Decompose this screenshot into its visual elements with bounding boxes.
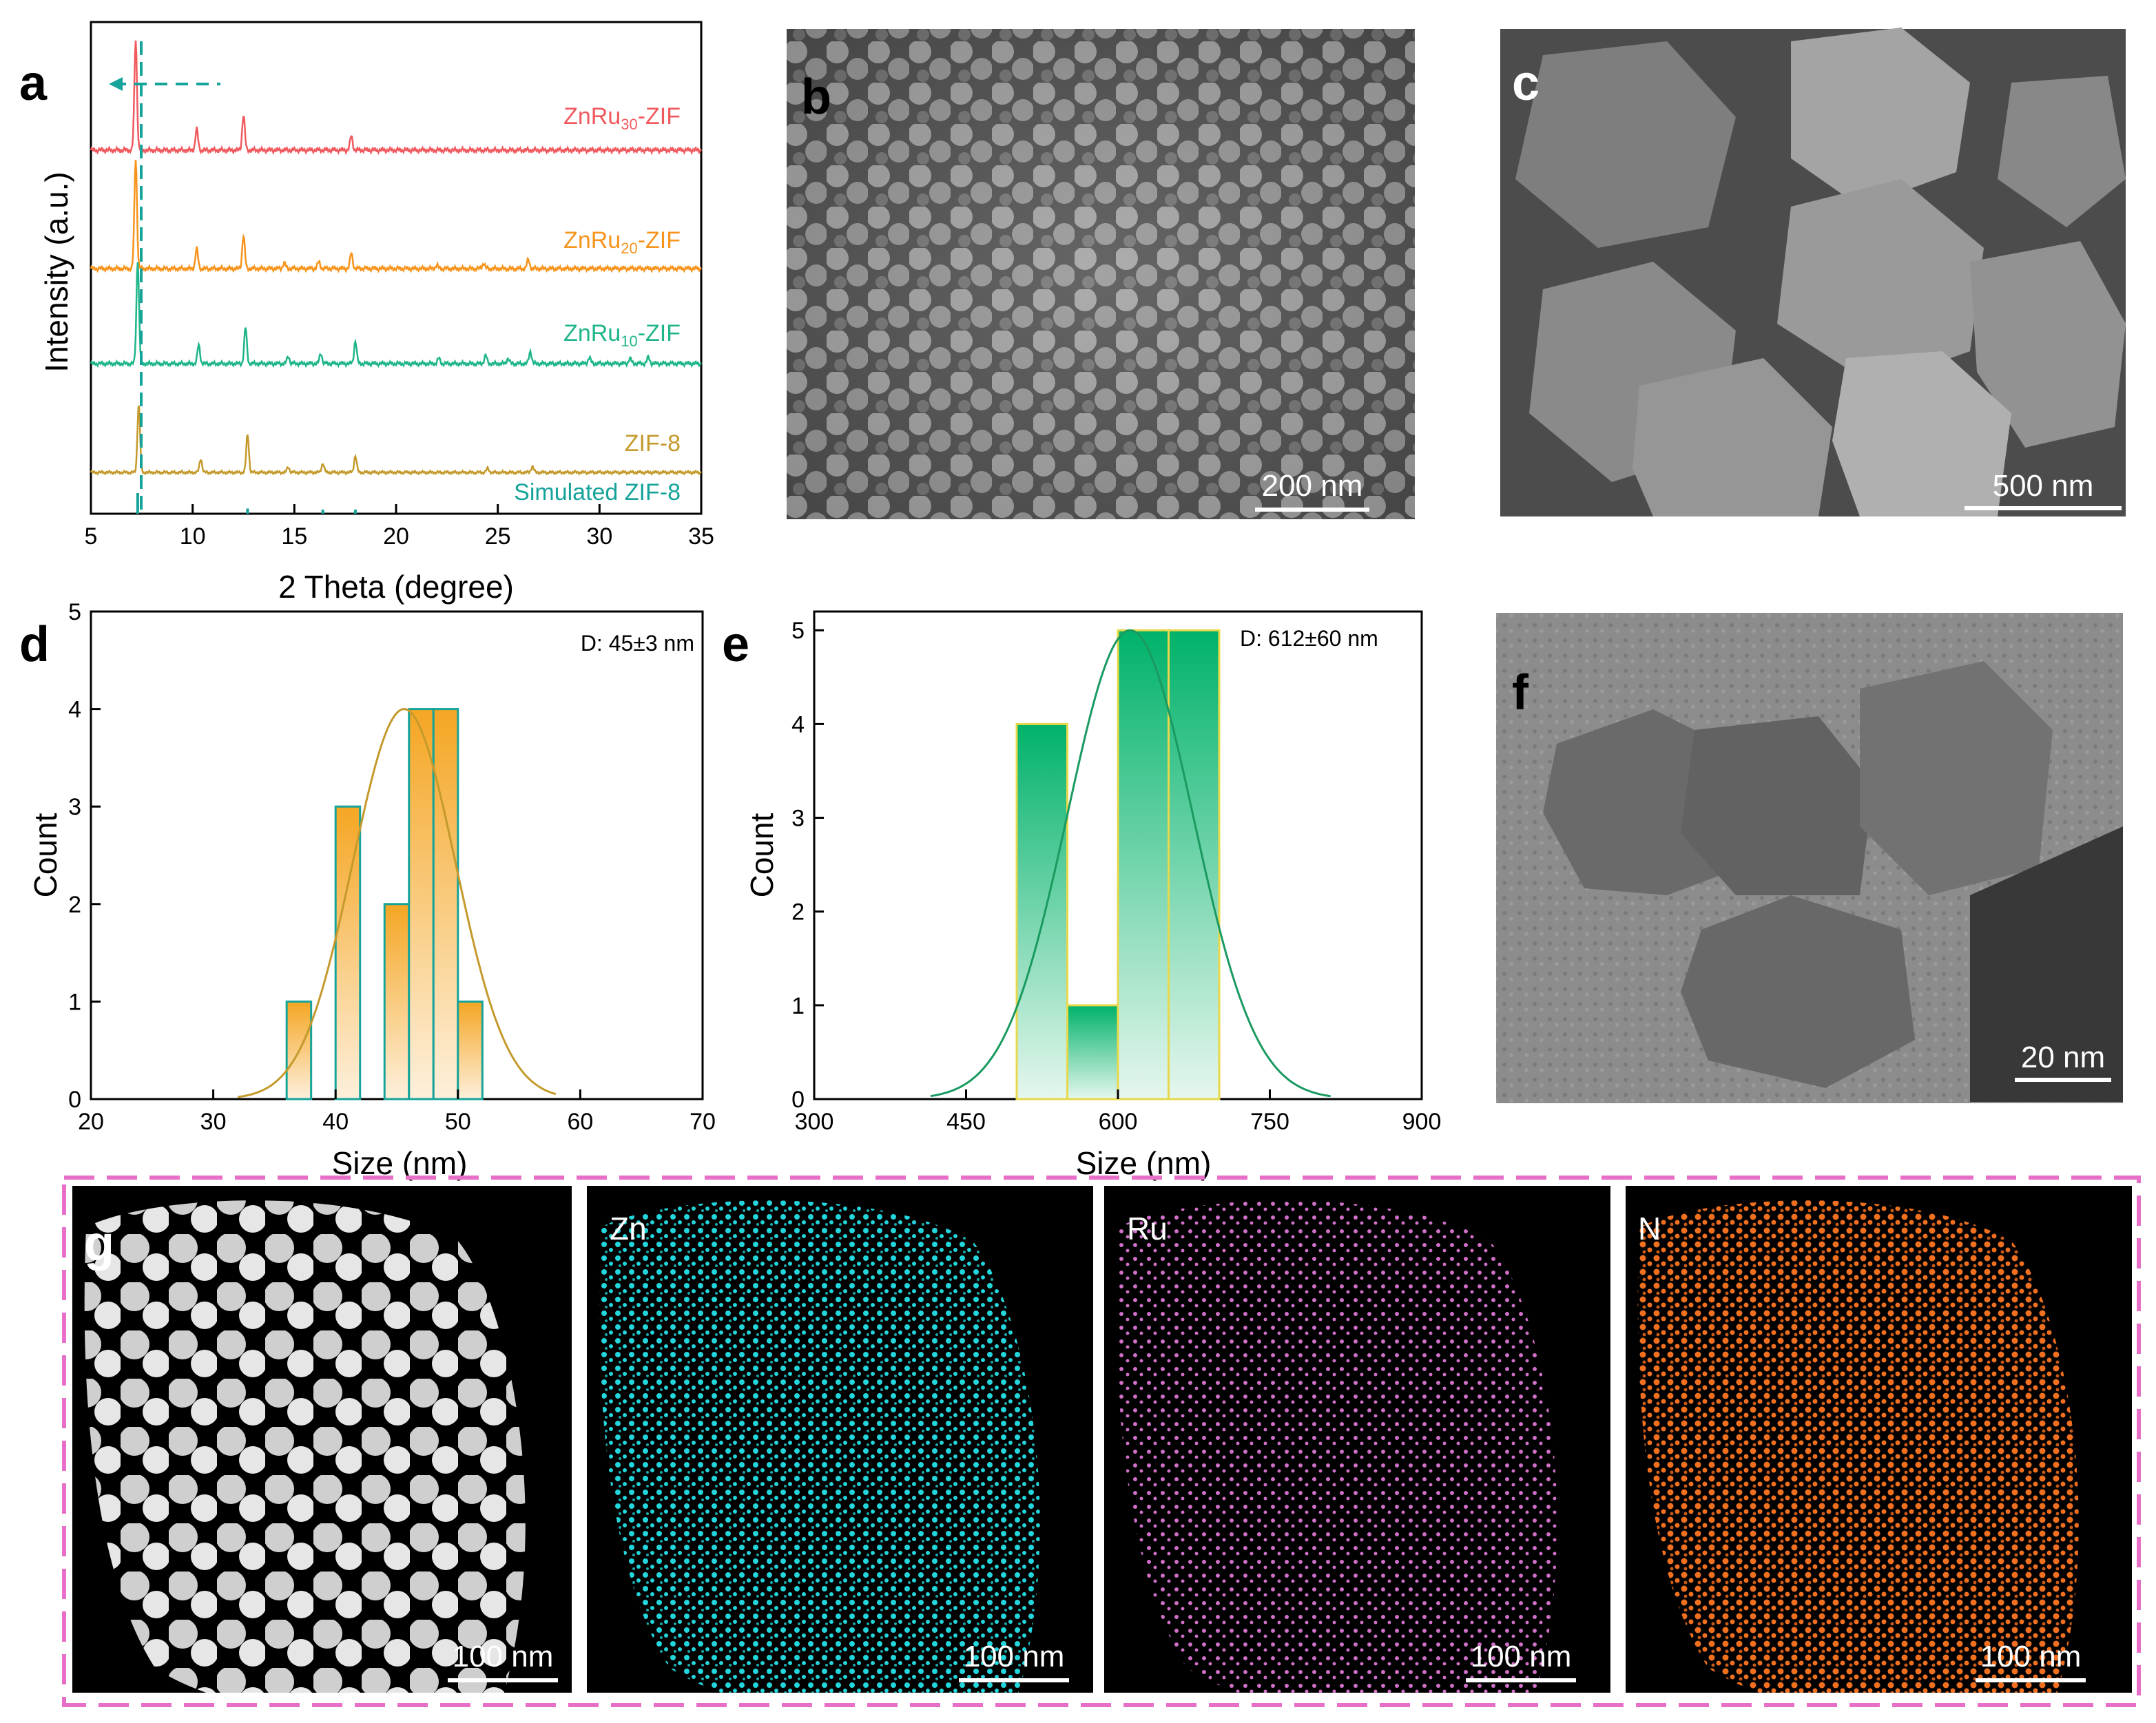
- xrd-y-axis-label: Intensity (a.u.): [39, 171, 74, 372]
- xrd-series-group: ZnRu30-ZIF ZnRu20-ZIF ZnRu10-ZIF ZIF-8 Simul…: [90, 40, 703, 514]
- hist-d-y-axis-label: Count: [28, 813, 63, 897]
- hist-d-gaussian-fit: [237, 708, 557, 1098]
- panel-label-f: f: [1512, 665, 1529, 720]
- panel-label-g: g: [84, 1216, 114, 1271]
- xrd-x-tick-label: 35: [688, 523, 714, 550]
- panel-label-a: a: [19, 56, 48, 111]
- hist-d-x-tick-label: 30: [200, 1109, 227, 1135]
- hist-e-x-tick-label: 600: [1099, 1109, 1138, 1135]
- scale-bar-label-g1: 100 nm: [453, 1640, 554, 1673]
- histogram-panel-d: d 20 30 40 50 60 70 0 1 2 3 4 5 D: 45±3 nm Size (nm…: [19, 599, 716, 1181]
- xrd-series-line-1: [90, 40, 703, 156]
- eds-panel-g: g 100 nm Zn 100 nm Ru 100 nm: [62, 1176, 2141, 1707]
- xrd-x-tick-label: 30: [586, 523, 612, 550]
- hist-d-y-tick-label: 4: [68, 697, 81, 723]
- sem-panel-b: b 200 nm: [787, 29, 1415, 519]
- xrd-series-line-3: [90, 262, 702, 368]
- hist-d-bar-5: [432, 708, 459, 1100]
- hist-e-x-tick-label: 750: [1250, 1109, 1289, 1135]
- xrd-x-tick-label: 5: [85, 523, 98, 550]
- hist-e-x-tick-label: 900: [1402, 1109, 1442, 1135]
- hist-d-y-tick-label: 0: [68, 1087, 81, 1113]
- hist-d-bar-4: [408, 708, 435, 1100]
- eds-label-ru: Ru: [1127, 1211, 1168, 1246]
- hist-d-x-tick-label: 50: [445, 1109, 471, 1135]
- xrd-simulated-label: Simulated ZIF-8: [514, 479, 681, 505]
- xrd-series-label-2: ZnRu20-ZIF: [563, 227, 681, 257]
- scale-bar-label-f: 20 nm: [2021, 1041, 2105, 1074]
- panel-label-b: b: [801, 70, 831, 125]
- haadf-map: g 100 nm: [72, 1186, 572, 1693]
- hist-e-y-tick-label: 4: [791, 711, 805, 738]
- panel-label-c: c: [1512, 56, 1540, 111]
- hist-e-bar-3: [1117, 629, 1170, 1100]
- zn-map: Zn 100 nm: [587, 1186, 1093, 1693]
- scale-bar-label-g3: 100 nm: [1471, 1640, 1572, 1673]
- xrd-series-line-2: [90, 160, 703, 273]
- hist-d-marks: 20 30 40 50 60 70 0 1 2 3 4 5: [68, 599, 716, 1135]
- xrd-x-tick-label: 25: [485, 523, 511, 550]
- xrd-series-label-4: ZIF-8: [625, 430, 681, 457]
- xrd-series-label-1: ZnRu30-ZIF: [563, 103, 681, 133]
- hist-d-x-tick-label: 60: [567, 1109, 593, 1135]
- hist-e-bar-1: [1015, 722, 1068, 1100]
- n-map: N 100 nm: [1626, 1186, 2132, 1693]
- hist-d-y-tick-label: 1: [68, 989, 81, 1015]
- hist-d-x-axis-label: Size (nm): [332, 1145, 468, 1181]
- hist-e-x-axis-label: Size (nm): [1076, 1145, 1212, 1181]
- hist-e-bar-2: [1066, 1004, 1119, 1100]
- scale-bar-label-c: 500 nm: [1993, 469, 2094, 503]
- xrd-series-line-4: [90, 405, 702, 476]
- panel-label-d: d: [19, 617, 50, 672]
- xrd-shift-arrowhead: [109, 77, 123, 91]
- eds-label-zn: Zn: [610, 1211, 647, 1246]
- scale-bar-label-g2: 100 nm: [964, 1640, 1065, 1673]
- xrd-x-tick-label: 20: [383, 523, 409, 550]
- hist-d-y-tick-label: 2: [68, 892, 81, 918]
- hist-d-x-tick-label: 70: [690, 1109, 716, 1135]
- xrd-x-tick-label: 15: [281, 523, 307, 550]
- hist-e-gaussian-fit: [930, 629, 1331, 1098]
- hist-e-y-tick-label: 5: [791, 618, 805, 644]
- hist-d-bar-6: [457, 1000, 484, 1100]
- hist-e-y-tick-label: 3: [791, 806, 805, 832]
- hist-d-x-tick-label: 20: [78, 1109, 104, 1135]
- hist-e-y-tick-label: 1: [791, 993, 805, 1019]
- sem-panel-c: c 500 nm: [1500, 28, 2126, 516]
- eds-label-n: N: [1638, 1211, 1661, 1246]
- hist-e-bar-4: [1168, 629, 1221, 1100]
- hist-d-annotation: D: 45±3 nm: [581, 631, 694, 656]
- hist-e-y-tick-label: 2: [791, 899, 805, 926]
- hist-e-y-tick-label: 0: [791, 1087, 805, 1113]
- hist-d-bar-3: [383, 903, 411, 1100]
- xrd-x-tick-label: 10: [180, 523, 206, 550]
- eds-dashed-frame: [62, 1176, 2141, 1707]
- hist-d-bar-2: [334, 805, 362, 1100]
- hist-e-annotation: D: 612±60 nm: [1240, 626, 1378, 651]
- xrd-series-label-3: ZnRu10-ZIF: [563, 320, 681, 350]
- scale-bar-label-g4: 100 nm: [1980, 1640, 2082, 1673]
- hist-d-y-tick-label: 3: [68, 794, 81, 820]
- hist-e-y-axis-label: Count: [744, 813, 780, 897]
- hist-e-x-tick-label: 300: [795, 1109, 834, 1135]
- hist-d-x-tick-label: 40: [322, 1109, 349, 1135]
- xrd-panel: a ZnRu30-ZIF ZnRu20-ZIF ZnRu10-ZIF ZIF-8 Sim…: [19, 21, 714, 605]
- hist-e-x-tick-label: 450: [946, 1109, 986, 1135]
- histogram-panel-e: e 300 450 600 750 900 0 1 2 3 4 5 D: 612±60 nm Siz…: [722, 610, 1441, 1181]
- ru-map: Ru 100 nm: [1104, 1186, 1610, 1693]
- tem-panel-f: f 20 nm: [1496, 613, 2123, 1103]
- scale-bar-label-b: 200 nm: [1262, 469, 1363, 503]
- xrd-x-ticks: 5 10 15 20 25 30 35: [85, 504, 714, 550]
- xrd-x-axis-label: 2 Theta (degree): [278, 569, 514, 605]
- hist-e-marks: 300 450 600 750 900 0 1 2 3 4 5: [791, 618, 1441, 1135]
- panel-label-e: e: [722, 617, 749, 672]
- hist-d-y-tick-label: 5: [68, 599, 81, 625]
